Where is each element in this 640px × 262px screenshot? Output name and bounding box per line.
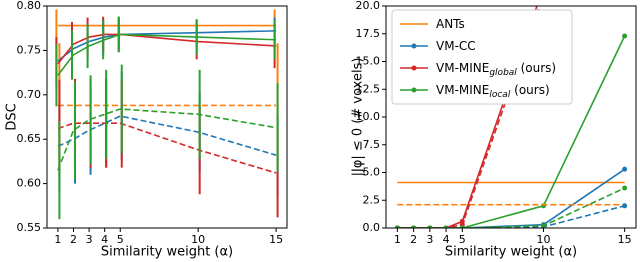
point (622, 203, 628, 209)
y-tick-label: 5.0 (363, 166, 381, 179)
x-tick-label: 3 (86, 233, 93, 246)
x-tick-label: 15 (269, 233, 283, 246)
y-axis-label: |Jφ| ≤ 0 (# voxels) (351, 58, 366, 177)
point (459, 225, 465, 228)
x-tick-label: 1 (54, 233, 61, 246)
point (622, 185, 628, 191)
legend-label: VM-CC (436, 39, 476, 53)
y-tick-label: 0.65 (17, 132, 42, 145)
x-tick-label: 3 (426, 233, 433, 246)
plot-area (394, 6, 628, 228)
y-tick-label: 0.80 (17, 0, 42, 12)
series-line (397, 205, 625, 228)
legend-sub: local (489, 90, 510, 100)
point (443, 225, 449, 228)
axes-frame (46, 5, 288, 229)
y-tick-label: 0.75 (17, 43, 42, 56)
legend-label: VM-MINElocal (ours) (436, 83, 550, 100)
legend-marker (411, 43, 417, 49)
axes: 0.55 0.60 0.65 0.70 0.75 0.80 1 2 3 4 5 10 15 Similar… (5, 0, 288, 260)
series-line (57, 33, 277, 76)
y-tick-label: 17.5 (356, 27, 381, 40)
point (427, 225, 433, 228)
y-tick-label: 7.5 (363, 138, 381, 151)
point (394, 225, 400, 228)
series-line (57, 33, 277, 65)
series-line (397, 6, 538, 228)
y-axis-label: DSC (5, 103, 20, 130)
x-tick-label: 5 (117, 233, 124, 246)
legend-tail: (ours) (510, 83, 549, 97)
series-line (397, 168, 626, 228)
point (411, 225, 417, 228)
legend-label: VM-MINEglobal (ours) (436, 61, 556, 78)
point (622, 33, 628, 39)
x-tick-label: 4 (101, 233, 108, 246)
x-tick-label: 2 (70, 233, 77, 246)
legend-name: ANTs (436, 17, 465, 31)
legend-name: VM-MINE (436, 83, 489, 97)
legend-marker (411, 65, 417, 71)
legend-frame (391, 9, 573, 105)
point (540, 223, 546, 228)
x-tick-label: 15 (618, 233, 632, 246)
x-tick-label: 10 (536, 233, 550, 246)
plot-area (55, 9, 279, 220)
y-tick-label: 0.70 (17, 88, 42, 101)
point (622, 166, 628, 172)
series-line (57, 122, 277, 174)
legend-marker (411, 87, 417, 93)
legend-tail: (ours) (517, 61, 556, 75)
y-tick-label: 12.5 (356, 82, 381, 95)
y-tick-label: 0.0 (363, 221, 381, 234)
legend-name: VM-MINE (436, 61, 489, 75)
x-tick-label: 5 (459, 233, 466, 246)
series-line (57, 115, 277, 156)
y-tick-label: 0.55 (17, 221, 42, 234)
series-line (397, 187, 625, 228)
x-tick-label: 1 (394, 233, 401, 246)
y-tick-label: 2.5 (363, 193, 381, 206)
axes: 0.0 2.5 5.0 7.5 10.0 12.5 15.0 17.5 20.0 1 2 3 4 5 10 1… (351, 0, 637, 260)
series-line (57, 30, 277, 62)
series-line (57, 108, 277, 171)
y-tick-label: 20.0 (356, 0, 381, 12)
x-tick-label: 2 (410, 233, 417, 246)
x-axis-label: Similarity weight (α) (101, 245, 233, 260)
y-tick-label: 15.0 (356, 55, 381, 68)
legend-sub: global (489, 68, 517, 78)
legend-label: ANTs (436, 17, 465, 31)
x-axis-label: Similarity weight (α) (445, 245, 577, 260)
axes-frame (385, 5, 637, 229)
y-tick-label: 0.60 (17, 177, 42, 190)
y-tick-label: 10.0 (356, 110, 381, 123)
legend-name: VM-CC (436, 39, 476, 53)
x-tick-label: 10 (191, 233, 205, 246)
x-tick-label: 4 (443, 233, 450, 246)
